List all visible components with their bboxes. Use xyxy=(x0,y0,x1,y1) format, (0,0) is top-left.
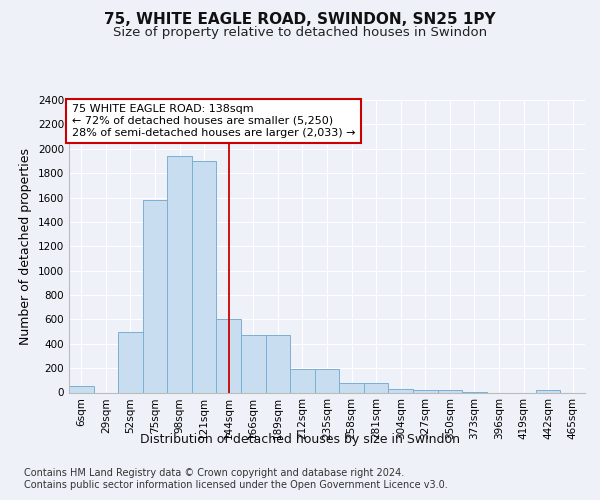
Bar xyxy=(364,383,388,392)
Text: Contains public sector information licensed under the Open Government Licence v3: Contains public sector information licen… xyxy=(24,480,448,490)
Bar xyxy=(143,200,167,392)
Bar xyxy=(315,370,339,392)
Text: 75, WHITE EAGLE ROAD, SWINDON, SN25 1PY: 75, WHITE EAGLE ROAD, SWINDON, SN25 1PY xyxy=(104,12,496,28)
Bar xyxy=(266,335,290,392)
Bar xyxy=(536,390,560,392)
Bar xyxy=(437,390,462,392)
Bar xyxy=(339,383,364,392)
Bar xyxy=(192,161,217,392)
Text: Distribution of detached houses by size in Swindon: Distribution of detached houses by size … xyxy=(140,432,460,446)
Text: 75 WHITE EAGLE ROAD: 138sqm
← 72% of detached houses are smaller (5,250)
28% of : 75 WHITE EAGLE ROAD: 138sqm ← 72% of det… xyxy=(71,104,355,138)
Y-axis label: Number of detached properties: Number of detached properties xyxy=(19,148,32,345)
Bar xyxy=(217,320,241,392)
Text: Size of property relative to detached houses in Swindon: Size of property relative to detached ho… xyxy=(113,26,487,39)
Bar xyxy=(167,156,192,392)
Bar xyxy=(69,386,94,392)
Bar xyxy=(118,332,143,392)
Bar xyxy=(241,335,266,392)
Bar xyxy=(388,389,413,392)
Text: Contains HM Land Registry data © Crown copyright and database right 2024.: Contains HM Land Registry data © Crown c… xyxy=(24,468,404,477)
Bar xyxy=(413,390,437,392)
Bar xyxy=(290,370,315,392)
